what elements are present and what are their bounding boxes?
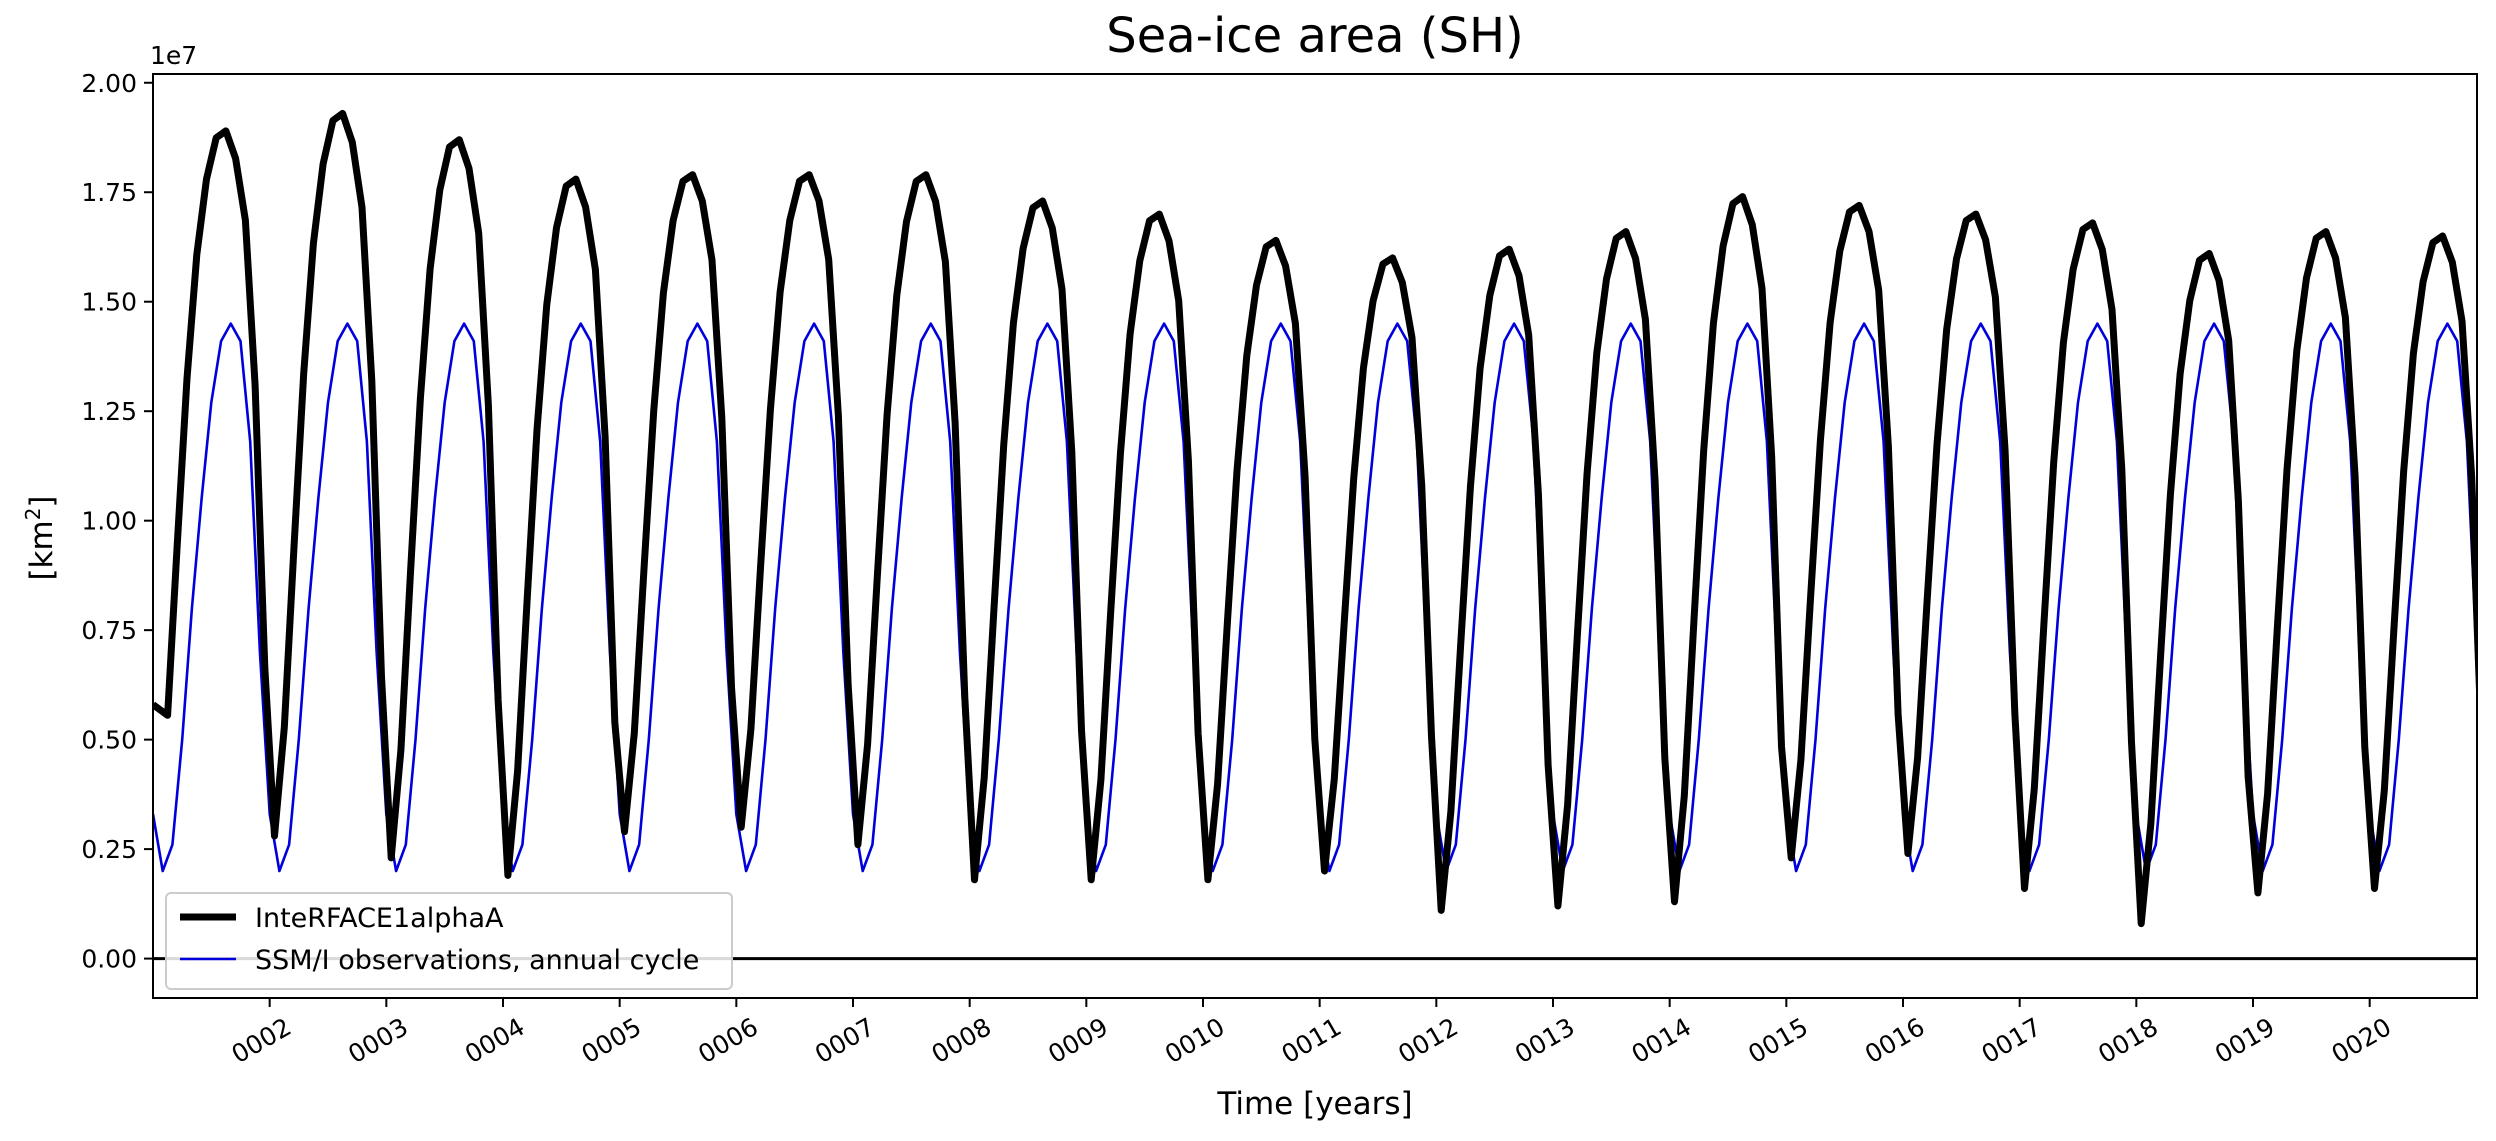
x-tick-label: 0009 [1043, 1012, 1113, 1069]
x-tick-label: 0019 [2210, 1012, 2280, 1069]
legend-label-observations: SSM/I observations, annual cycle [255, 945, 699, 976]
x-tick-label: 0011 [1277, 1012, 1347, 1069]
y-offset-label: 1e7 [150, 41, 197, 70]
y-tick-label: 0.25 [81, 835, 137, 864]
y-tick-label: 0.00 [81, 945, 137, 974]
plot-frame [152, 73, 2478, 999]
x-tick-label: 0005 [577, 1012, 647, 1069]
y-tick-label: 2.00 [81, 69, 137, 98]
x-tick-label: 0007 [810, 1012, 880, 1069]
y-tick-label: 1.50 [81, 288, 137, 317]
legend-box [165, 892, 733, 990]
y-axis-label-close: ] [24, 495, 60, 507]
y-ticks: 0.00 0.25 0.50 0.75 1.00 1.25 1.50 1.75 2.00 [81, 69, 153, 974]
chart-title: Sea-ice area (SH) [1106, 8, 1524, 64]
x-tick-label: 0006 [693, 1012, 763, 1069]
x-tick-label: 0004 [460, 1012, 530, 1069]
x-ticks: 0002 0003 0004 0005 0006 0007 0008 0009 0010 0011… [227, 998, 2397, 1069]
x-tick-label: 0008 [927, 1012, 997, 1069]
svg-text:[km2]: [km2] [21, 495, 60, 580]
x-tick-label: 0012 [1393, 1012, 1463, 1069]
y-axis-label-base: [km [24, 520, 60, 580]
y-tick-label: 1.75 [81, 178, 137, 207]
x-tick-label: 0010 [1160, 1012, 1230, 1069]
x-tick-label: 0018 [2093, 1012, 2163, 1069]
x-tick-label: 0002 [227, 1012, 297, 1069]
y-tick-label: 0.75 [81, 616, 137, 645]
y-axis-label: [km2] [21, 495, 60, 580]
legend: InteRFACE1alphaA SSM/I observations, ann… [165, 892, 733, 990]
x-tick-label: 0003 [343, 1012, 413, 1069]
x-tick-label: 0020 [2327, 1012, 2397, 1069]
y-tick-label: 0.50 [81, 726, 137, 755]
x-tick-label: 0016 [1860, 1012, 1930, 1069]
x-tick-label: 0015 [1743, 1012, 1813, 1069]
y-axis-label-sup: 2 [21, 508, 45, 521]
y-tick-label: 1.00 [81, 507, 137, 536]
x-tick-label: 0014 [1627, 1012, 1697, 1069]
legend-label-model: InteRFACE1alphaA [255, 903, 504, 934]
series-line-model [153, 109, 2477, 928]
x-axis-label: Time [years] [1216, 1086, 1412, 1122]
y-tick-label: 1.25 [81, 397, 137, 426]
x-tick-label: 0017 [1977, 1012, 2047, 1069]
x-tick-label: 0013 [1510, 1012, 1580, 1069]
